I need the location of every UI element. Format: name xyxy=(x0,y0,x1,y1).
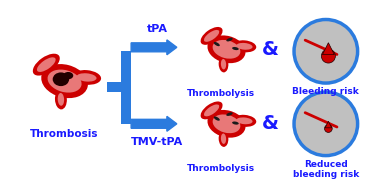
Ellipse shape xyxy=(219,56,228,72)
Ellipse shape xyxy=(226,38,233,41)
FancyArrow shape xyxy=(131,116,177,131)
Ellipse shape xyxy=(48,70,81,93)
Ellipse shape xyxy=(63,72,73,79)
Ellipse shape xyxy=(212,114,240,133)
Ellipse shape xyxy=(214,116,220,121)
Ellipse shape xyxy=(53,72,69,86)
Text: tPA: tPA xyxy=(146,24,167,34)
Ellipse shape xyxy=(226,112,233,116)
Ellipse shape xyxy=(55,89,67,109)
Ellipse shape xyxy=(201,101,222,119)
Ellipse shape xyxy=(207,35,246,63)
Polygon shape xyxy=(323,43,334,55)
Ellipse shape xyxy=(207,110,246,138)
Ellipse shape xyxy=(232,122,239,125)
Ellipse shape xyxy=(204,30,219,42)
Ellipse shape xyxy=(232,115,256,127)
Polygon shape xyxy=(325,121,332,128)
Ellipse shape xyxy=(72,70,101,85)
Circle shape xyxy=(294,92,357,156)
Ellipse shape xyxy=(221,59,226,69)
Ellipse shape xyxy=(236,43,252,50)
Text: Thrombolysis: Thrombolysis xyxy=(186,163,255,173)
Ellipse shape xyxy=(232,40,256,52)
Ellipse shape xyxy=(204,105,219,116)
Text: Thrombolysis: Thrombolysis xyxy=(186,89,255,98)
Ellipse shape xyxy=(76,73,97,82)
Ellipse shape xyxy=(214,42,220,46)
Text: Bleeding risk: Bleeding risk xyxy=(292,87,359,96)
Ellipse shape xyxy=(37,57,56,72)
Ellipse shape xyxy=(201,27,222,45)
Text: &: & xyxy=(262,114,279,133)
Ellipse shape xyxy=(212,40,240,59)
Ellipse shape xyxy=(219,131,228,147)
Ellipse shape xyxy=(221,133,226,144)
Text: TMV-tPA: TMV-tPA xyxy=(131,137,183,147)
Text: &: & xyxy=(262,40,279,59)
Bar xyxy=(121,51,131,124)
Bar xyxy=(107,82,127,92)
Circle shape xyxy=(321,49,335,63)
Text: Thrombosis: Thrombosis xyxy=(30,129,99,139)
Ellipse shape xyxy=(33,54,60,76)
Ellipse shape xyxy=(41,64,88,98)
Circle shape xyxy=(294,19,357,83)
Ellipse shape xyxy=(232,47,239,50)
Text: Reduced
bleeding risk: Reduced bleeding risk xyxy=(293,160,359,179)
Ellipse shape xyxy=(58,93,64,106)
Circle shape xyxy=(324,125,332,132)
Ellipse shape xyxy=(236,117,252,124)
FancyArrow shape xyxy=(131,40,177,55)
